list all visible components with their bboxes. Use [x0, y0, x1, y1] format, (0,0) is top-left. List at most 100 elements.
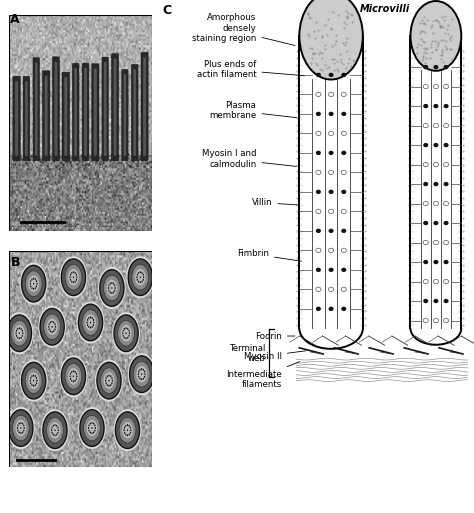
Ellipse shape — [328, 268, 334, 272]
Ellipse shape — [433, 241, 438, 245]
Circle shape — [17, 429, 18, 431]
Circle shape — [20, 337, 22, 339]
Circle shape — [31, 375, 33, 377]
Circle shape — [17, 337, 18, 339]
Circle shape — [56, 425, 57, 427]
Circle shape — [73, 376, 74, 378]
Ellipse shape — [423, 163, 428, 167]
Circle shape — [73, 271, 74, 273]
Text: Microvilli: Microvilli — [360, 4, 410, 14]
Ellipse shape — [444, 241, 448, 245]
Ellipse shape — [423, 221, 428, 225]
Circle shape — [108, 284, 109, 286]
Circle shape — [90, 322, 91, 324]
Circle shape — [23, 424, 25, 426]
Ellipse shape — [328, 92, 334, 96]
Circle shape — [93, 423, 94, 425]
Circle shape — [112, 380, 113, 382]
Circle shape — [50, 330, 51, 332]
Circle shape — [76, 276, 78, 278]
Circle shape — [88, 317, 90, 319]
FancyBboxPatch shape — [91, 64, 99, 161]
Circle shape — [135, 269, 146, 285]
Circle shape — [138, 272, 139, 274]
Circle shape — [33, 278, 34, 280]
FancyBboxPatch shape — [53, 57, 60, 161]
Ellipse shape — [423, 182, 428, 186]
Circle shape — [22, 330, 23, 332]
Ellipse shape — [341, 307, 346, 311]
Ellipse shape — [433, 260, 438, 264]
Circle shape — [114, 409, 141, 451]
Circle shape — [15, 332, 17, 334]
Circle shape — [71, 281, 73, 283]
Ellipse shape — [316, 190, 321, 194]
Ellipse shape — [444, 221, 448, 225]
Circle shape — [55, 326, 56, 328]
Circle shape — [36, 280, 37, 282]
FancyBboxPatch shape — [141, 52, 148, 161]
Circle shape — [88, 427, 89, 429]
Circle shape — [48, 328, 50, 330]
Circle shape — [52, 321, 53, 323]
Circle shape — [76, 373, 77, 375]
Ellipse shape — [341, 209, 346, 213]
Circle shape — [31, 384, 33, 386]
FancyBboxPatch shape — [55, 62, 57, 156]
Ellipse shape — [433, 163, 438, 167]
Circle shape — [70, 378, 71, 380]
Circle shape — [69, 376, 71, 378]
Circle shape — [127, 424, 128, 426]
Circle shape — [70, 279, 71, 281]
Circle shape — [88, 326, 90, 328]
Text: Plus ends of
actin filament: Plus ends of actin filament — [197, 60, 304, 79]
FancyBboxPatch shape — [33, 57, 40, 161]
Ellipse shape — [444, 163, 448, 167]
Circle shape — [93, 322, 95, 324]
Circle shape — [126, 332, 127, 334]
Circle shape — [36, 285, 37, 287]
Text: Villin: Villin — [252, 198, 300, 207]
Circle shape — [94, 429, 96, 431]
Circle shape — [114, 289, 116, 291]
Circle shape — [78, 407, 106, 449]
Circle shape — [22, 431, 23, 433]
Circle shape — [141, 368, 142, 370]
FancyBboxPatch shape — [102, 57, 109, 161]
FancyBboxPatch shape — [23, 76, 30, 161]
Circle shape — [12, 415, 29, 441]
FancyBboxPatch shape — [131, 64, 138, 161]
Ellipse shape — [423, 65, 428, 69]
Circle shape — [20, 360, 47, 402]
Circle shape — [125, 425, 127, 427]
Circle shape — [140, 281, 141, 283]
Circle shape — [20, 422, 21, 424]
Text: Fimbrin: Fimbrin — [237, 249, 301, 261]
Circle shape — [122, 335, 124, 337]
Circle shape — [111, 282, 112, 284]
Circle shape — [118, 321, 135, 346]
Circle shape — [29, 283, 31, 285]
Circle shape — [90, 423, 91, 425]
Text: A: A — [10, 13, 20, 26]
Circle shape — [94, 424, 96, 426]
Circle shape — [127, 328, 128, 330]
FancyBboxPatch shape — [124, 74, 126, 156]
Circle shape — [88, 429, 90, 431]
Circle shape — [144, 376, 146, 378]
Circle shape — [74, 281, 76, 283]
FancyBboxPatch shape — [82, 63, 89, 161]
Ellipse shape — [433, 65, 438, 69]
Circle shape — [7, 407, 35, 449]
Circle shape — [124, 427, 125, 429]
Ellipse shape — [328, 73, 334, 77]
Ellipse shape — [433, 319, 438, 323]
FancyBboxPatch shape — [62, 72, 70, 161]
Ellipse shape — [410, 1, 461, 71]
Circle shape — [111, 292, 112, 294]
Circle shape — [141, 272, 143, 274]
Ellipse shape — [444, 65, 448, 69]
Circle shape — [16, 335, 17, 337]
Circle shape — [76, 279, 77, 281]
Circle shape — [138, 281, 139, 283]
